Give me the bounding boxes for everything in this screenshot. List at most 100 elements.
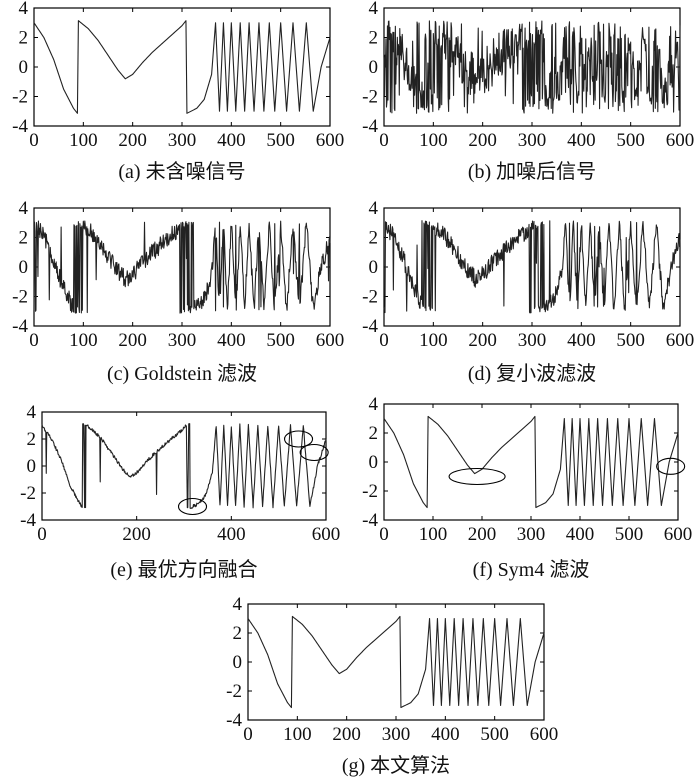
x-tick-label: 100 xyxy=(419,330,448,351)
y-tick-label: 0 xyxy=(27,456,37,477)
x-tick-label: 400 xyxy=(431,724,460,745)
x-tick-label: 400 xyxy=(217,330,246,351)
x-tick-label: 600 xyxy=(316,330,345,351)
y-tick-label: 2 xyxy=(233,623,243,644)
phase-series-line xyxy=(383,20,681,114)
y-tick-label: 4 xyxy=(369,0,379,19)
phase-series-line xyxy=(33,20,331,114)
y-tick-label: 4 xyxy=(19,198,29,219)
panel-caption: (f) Sym4 滤波 xyxy=(473,558,590,581)
phase-series-line xyxy=(247,615,545,709)
x-tick-label: 0 xyxy=(379,524,389,545)
y-tick-label: -2 xyxy=(12,287,28,308)
x-tick-label: 300 xyxy=(517,524,546,545)
x-tick-label: 400 xyxy=(567,330,596,351)
annotation-ellipse xyxy=(177,497,208,516)
x-tick-label: 100 xyxy=(419,524,448,545)
y-tick-label: 2 xyxy=(369,28,379,49)
x-tick-label: 600 xyxy=(530,724,559,745)
panel-a: 0 100 200 300 400 500 600 4 2 0 -2 -4 (a) 未含噪信号 xyxy=(12,0,344,183)
annotation-ellipse xyxy=(299,443,329,462)
y-tick-label: -4 xyxy=(12,316,28,337)
y-tick-label: 0 xyxy=(19,257,29,278)
x-tick-label: 0 xyxy=(37,524,47,545)
x-tick-label: 500 xyxy=(480,724,509,745)
x-tick-label: 600 xyxy=(664,524,693,545)
y-tick-label: 0 xyxy=(19,57,29,78)
phase-series-line xyxy=(383,415,679,509)
x-tick-label: 600 xyxy=(666,330,695,351)
x-tick-label: 400 xyxy=(217,130,246,151)
panel-g: 0 100 200 300 400 500 600 4 2 0 -2 -4 (g) 本文算法 xyxy=(226,594,558,777)
panel-b: 0 100 200 300 400 500 600 4 2 0 -2 -4 (b) 加噪后信号 xyxy=(362,0,694,183)
y-tick-label: -2 xyxy=(20,483,36,504)
y-tick-label: -4 xyxy=(362,510,378,531)
panel-f: 0 100 200 300 400 500 600 4 2 0 -2 -4 (f) Sym4 滤波 xyxy=(362,394,692,581)
y-tick-label: -4 xyxy=(20,510,36,531)
x-tick-label: 200 xyxy=(118,130,147,151)
x-tick-label: 300 xyxy=(518,330,547,351)
y-tick-label: -4 xyxy=(12,116,28,137)
x-tick-label: 0 xyxy=(29,330,39,351)
y-tick-label: -4 xyxy=(226,710,242,731)
x-tick-label: 500 xyxy=(266,130,295,151)
y-tick-label: 0 xyxy=(369,452,379,473)
annotation-ellipse xyxy=(283,430,314,448)
x-tick-label: 400 xyxy=(217,524,246,545)
y-tick-label: 2 xyxy=(369,228,379,249)
y-tick-label: 4 xyxy=(233,594,243,615)
x-tick-label: 500 xyxy=(266,330,295,351)
y-tick-label: 4 xyxy=(369,394,379,415)
y-tick-label: 4 xyxy=(27,402,37,423)
x-tick-label: 0 xyxy=(243,724,253,745)
x-tick-label: 600 xyxy=(312,524,341,545)
y-tick-label: -4 xyxy=(362,116,378,137)
y-tick-label: 4 xyxy=(19,0,29,19)
phase-series-line xyxy=(383,220,681,314)
x-tick-label: 0 xyxy=(379,330,389,351)
y-tick-label: -4 xyxy=(362,316,378,337)
x-tick-label: 100 xyxy=(69,330,98,351)
x-tick-label: 400 xyxy=(567,130,596,151)
panel-caption: (e) 最优方向融合 xyxy=(110,558,257,581)
x-tick-label: 600 xyxy=(666,130,695,151)
x-tick-label: 500 xyxy=(616,330,645,351)
panel-caption: (d) 复小波滤波 xyxy=(468,362,596,385)
x-tick-label: 100 xyxy=(69,130,98,151)
y-tick-label: 2 xyxy=(27,429,37,450)
x-tick-label: 100 xyxy=(419,130,448,151)
x-tick-label: 200 xyxy=(468,330,497,351)
panel-caption: (c) Goldstein 滤波 xyxy=(107,362,257,385)
x-tick-label: 500 xyxy=(616,130,645,151)
x-tick-label: 0 xyxy=(379,130,389,151)
y-tick-label: 2 xyxy=(19,28,29,49)
x-tick-label: 200 xyxy=(332,724,361,745)
y-tick-label: 0 xyxy=(369,57,379,78)
phase-series-line xyxy=(41,423,327,509)
y-tick-label: -2 xyxy=(362,87,378,108)
panel-d: 0 100 200 300 400 500 600 4 2 0 -2 -4 (d) 复小波滤波 xyxy=(362,198,694,385)
x-tick-label: 300 xyxy=(168,130,197,151)
y-tick-label: 2 xyxy=(369,423,379,444)
panel-caption: (g) 本文算法 xyxy=(342,754,450,777)
x-tick-label: 100 xyxy=(283,724,312,745)
x-tick-label: 200 xyxy=(468,130,497,151)
x-tick-label: 600 xyxy=(316,130,345,151)
x-tick-label: 200 xyxy=(118,330,147,351)
panel-caption: (a) 未含噪信号 xyxy=(118,160,245,183)
y-tick-label: 2 xyxy=(19,228,29,249)
y-tick-label: -2 xyxy=(362,287,378,308)
x-tick-label: 500 xyxy=(615,524,644,545)
annotation-ellipse xyxy=(448,467,506,486)
x-tick-label: 300 xyxy=(518,130,547,151)
x-tick-label: 400 xyxy=(566,524,595,545)
panel-c: 0 100 200 300 400 500 600 4 2 0 -2 -4 (c) Goldstein … xyxy=(12,198,344,385)
x-tick-label: 200 xyxy=(122,524,151,545)
y-tick-label: -2 xyxy=(12,87,28,108)
y-tick-label: -2 xyxy=(226,681,242,702)
y-tick-label: -2 xyxy=(362,481,378,502)
annotation-ellipse xyxy=(656,457,686,475)
x-tick-label: 300 xyxy=(382,724,411,745)
y-tick-label: 0 xyxy=(233,652,243,673)
